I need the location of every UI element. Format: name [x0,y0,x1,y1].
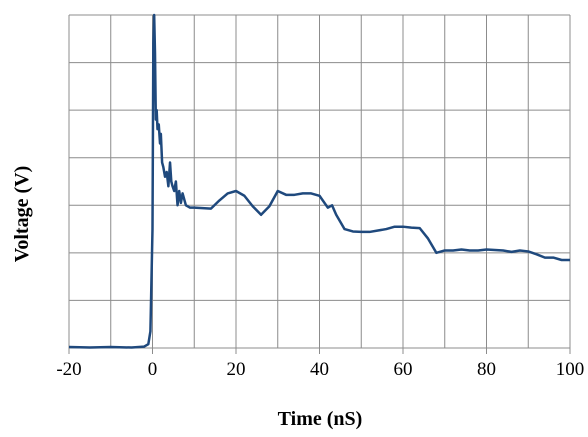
x-tick-label: 60 [394,359,413,380]
y-axis-title: Voltage (V) [11,166,33,262]
x-tick-label: 40 [310,359,329,380]
x-tick-label: 20 [227,359,246,380]
x-tick-labels: -20 0 20 40 60 80 100 [56,359,584,380]
x-axis-title: Time (nS) [278,408,363,430]
x-tick-label: 0 [148,359,158,380]
series-line [68,13,570,349]
series-layer [68,13,570,349]
x-tick-label: -20 [56,359,81,380]
grid [68,14,571,354]
x-tick-label: 100 [556,359,585,380]
x-tick-label: 80 [477,359,496,380]
